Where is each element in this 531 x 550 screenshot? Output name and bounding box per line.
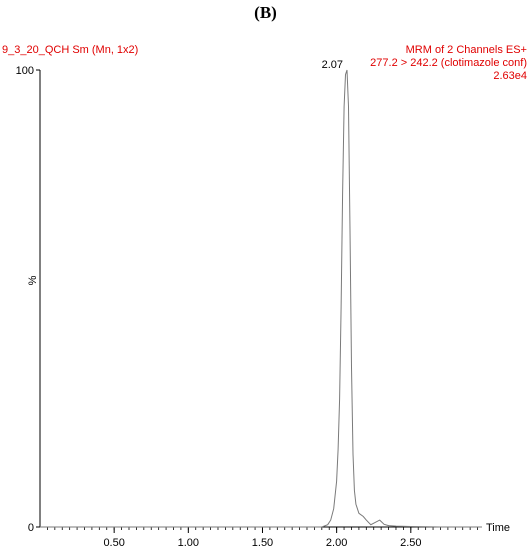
x-tick-label: 1.00: [178, 537, 199, 549]
x-axis-label: Time: [486, 522, 510, 534]
x-tick-label: 2.50: [400, 537, 421, 549]
y-tick-label: 0: [28, 522, 34, 534]
y-axis-label: %: [27, 275, 39, 285]
panel-label: (B): [254, 3, 277, 22]
peak-label: 2.07: [322, 59, 343, 71]
sample-name-header: 9_3_20_QCH Sm (Mn, 1x2): [2, 44, 139, 56]
y-tick-label: 100: [16, 65, 34, 77]
channel-info-line: 277.2 > 242.2 (clotimazole conf): [370, 57, 527, 69]
chromatogram-trace: [40, 69, 482, 528]
channel-info-line: MRM of 2 Channels ES+: [405, 44, 527, 56]
x-tick-label: 2.00: [326, 537, 347, 549]
x-tick-label: 0.50: [103, 537, 124, 549]
channel-info-line: 2.63e4: [493, 70, 527, 82]
x-tick-label: 1.50: [252, 537, 273, 549]
channel-info-header: MRM of 2 Channels ES+ 277.2 > 242.2 (clo…: [370, 44, 527, 83]
